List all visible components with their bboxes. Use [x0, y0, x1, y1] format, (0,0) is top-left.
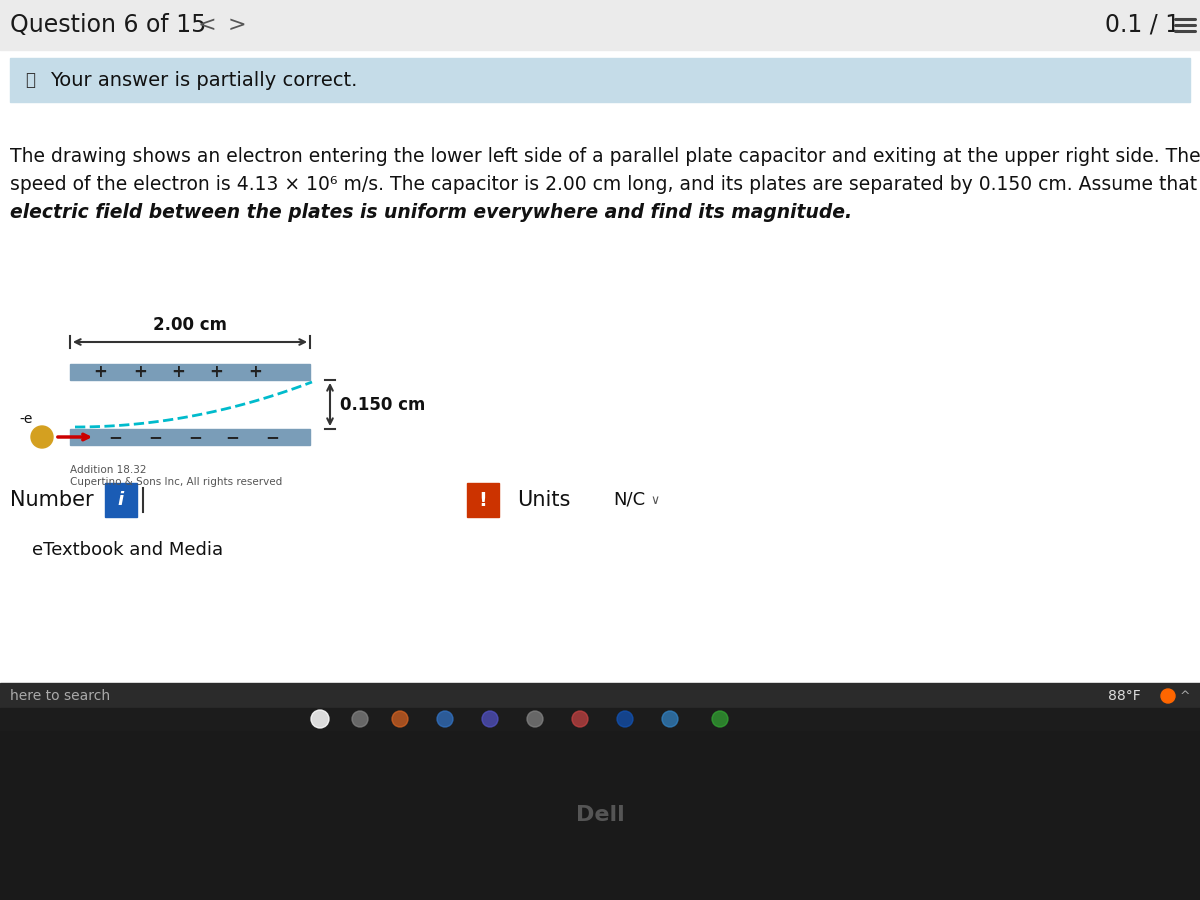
- Text: +: +: [94, 363, 107, 381]
- Text: +: +: [172, 363, 185, 381]
- Circle shape: [1162, 689, 1175, 703]
- Bar: [467, 483, 499, 517]
- Text: N/C: N/C: [613, 491, 646, 509]
- Bar: [0, 0, 1200, 50]
- Bar: [70, 364, 310, 380]
- Bar: [10, 58, 1190, 102]
- Text: >: >: [228, 15, 247, 35]
- Text: −: −: [108, 428, 122, 446]
- Bar: [0, 730, 1200, 900]
- Text: i: i: [118, 491, 124, 509]
- Text: +: +: [133, 363, 146, 381]
- Text: −: −: [188, 428, 202, 446]
- Text: !: !: [479, 491, 487, 509]
- Bar: [106, 483, 137, 517]
- Text: here to search: here to search: [10, 689, 110, 703]
- Text: Dell: Dell: [576, 805, 624, 825]
- Circle shape: [482, 711, 498, 727]
- Circle shape: [662, 711, 678, 727]
- Text: −: −: [265, 428, 278, 446]
- Text: 0.150 cm: 0.150 cm: [340, 395, 425, 413]
- Circle shape: [352, 711, 368, 727]
- Text: −: −: [226, 428, 239, 446]
- Text: 0.1 / 1: 0.1 / 1: [1105, 13, 1180, 37]
- Circle shape: [617, 711, 634, 727]
- Bar: [0, 708, 1200, 730]
- Circle shape: [437, 711, 454, 727]
- Text: +: +: [248, 363, 262, 381]
- Bar: [137, 483, 467, 517]
- Text: eTextbook and Media: eTextbook and Media: [32, 541, 223, 559]
- Bar: [586, 483, 665, 517]
- Circle shape: [712, 711, 728, 727]
- Text: ∨: ∨: [650, 493, 659, 507]
- Text: Addition 18.32: Addition 18.32: [70, 465, 146, 475]
- Circle shape: [31, 426, 53, 448]
- Bar: [0, 0, 1200, 730]
- Text: −: −: [148, 428, 162, 446]
- Circle shape: [572, 711, 588, 727]
- Text: <: <: [198, 15, 217, 35]
- Bar: [70, 429, 310, 445]
- Text: -e: -e: [19, 412, 32, 426]
- Bar: [20, 530, 240, 566]
- Text: 88°F: 88°F: [1108, 689, 1141, 703]
- Text: Your answer is partially correct.: Your answer is partially correct.: [50, 70, 358, 89]
- Text: speed of the electron is 4.13 × 10⁶ m/s. The capacitor is 2.00 cm long, and its : speed of the electron is 4.13 × 10⁶ m/s.…: [10, 175, 1200, 194]
- Circle shape: [311, 710, 329, 728]
- Text: electric field between the plates is uniform everywhere and find its magnitude.: electric field between the plates is uni…: [10, 203, 852, 222]
- Text: +: +: [209, 363, 223, 381]
- Text: Units: Units: [517, 490, 570, 510]
- Text: Cupertino & Sons Inc, All rights reserved: Cupertino & Sons Inc, All rights reserve…: [70, 477, 282, 487]
- Text: 🖊: 🖊: [25, 71, 35, 89]
- Bar: [0, 683, 1200, 708]
- Circle shape: [527, 711, 542, 727]
- Text: Question 6 of 15: Question 6 of 15: [10, 13, 206, 37]
- Circle shape: [392, 711, 408, 727]
- Text: The drawing shows an electron entering the lower left side of a parallel plate c: The drawing shows an electron entering t…: [10, 147, 1200, 166]
- Text: ^: ^: [1180, 689, 1190, 703]
- Text: Number: Number: [10, 490, 94, 510]
- Text: 2.00 cm: 2.00 cm: [154, 316, 227, 334]
